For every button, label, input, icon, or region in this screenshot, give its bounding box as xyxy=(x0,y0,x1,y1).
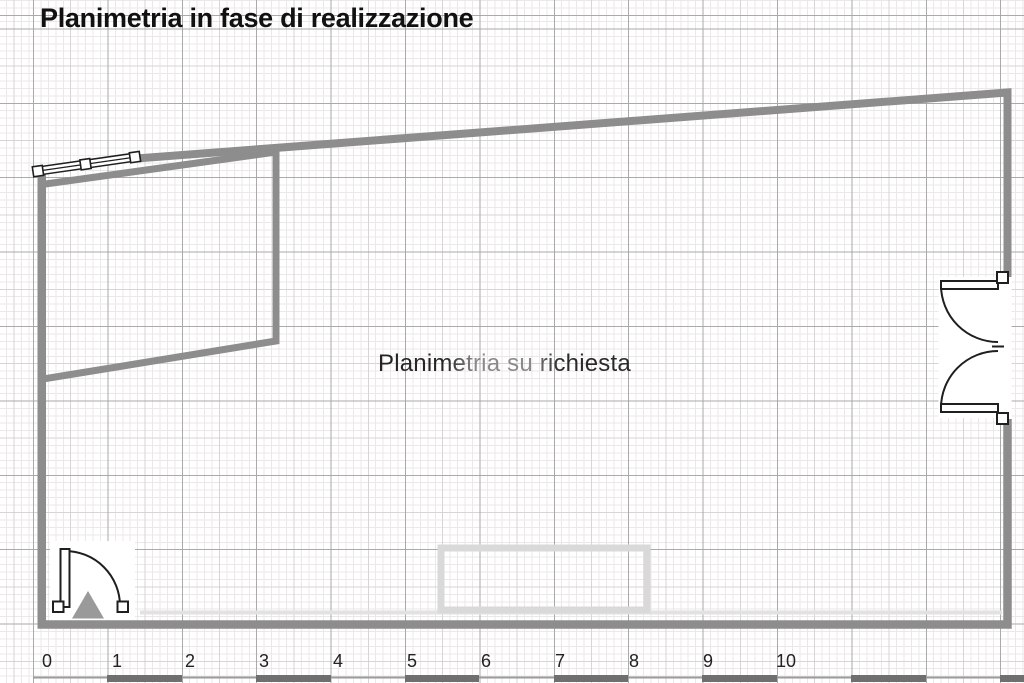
entrance-arrow-icon xyxy=(72,591,104,619)
window-icon xyxy=(31,150,142,178)
single-door-icon xyxy=(50,541,135,620)
page-title: Planimetria in fase di realizzazione xyxy=(40,3,474,33)
ruler-label-7: 7 xyxy=(555,651,566,671)
ruler-label-10: 10 xyxy=(776,651,797,671)
ruler-label-2: 2 xyxy=(185,651,196,671)
inner-room-wall xyxy=(39,147,280,383)
outer-wall-main xyxy=(37,168,1012,629)
ruler-label-1: 1 xyxy=(112,651,123,671)
watermark-text: Planimetria su richiesta xyxy=(378,350,631,377)
ruler-label-4: 4 xyxy=(333,651,344,671)
planned-element-outline xyxy=(437,544,651,614)
ruler-label-9: 9 xyxy=(703,651,714,671)
ruler-label-6: 6 xyxy=(481,651,492,671)
double-door-icon xyxy=(938,271,1012,425)
scale-bar xyxy=(33,675,1024,682)
ruler-label-5: 5 xyxy=(407,651,418,671)
outer-wall-top xyxy=(135,88,1012,277)
ruler-label-0: 0 xyxy=(42,651,53,671)
ruler-label-3: 3 xyxy=(259,651,270,671)
ruler-label-8: 8 xyxy=(629,651,640,671)
